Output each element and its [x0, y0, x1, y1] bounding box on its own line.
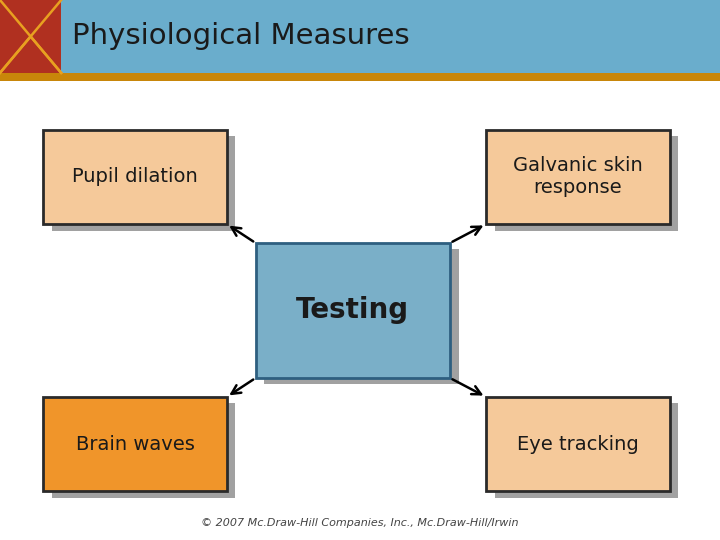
Bar [43, 397, 227, 491]
Bar [0, 73, 720, 81]
Bar [0, 0, 61, 73]
Bar [495, 403, 678, 498]
Bar [0, 0, 720, 73]
Bar [43, 130, 227, 224]
Bar [52, 136, 235, 231]
Text: Galvanic skin
response: Galvanic skin response [513, 157, 643, 197]
Text: Physiological Measures: Physiological Measures [72, 23, 410, 50]
Text: Testing: Testing [296, 296, 410, 325]
Bar [495, 136, 678, 231]
Bar [486, 130, 670, 224]
Text: Eye tracking: Eye tracking [517, 435, 639, 454]
Text: Pupil dilation: Pupil dilation [72, 167, 198, 186]
Text: Brain waves: Brain waves [76, 435, 194, 454]
Bar [264, 249, 459, 384]
Bar [486, 397, 670, 491]
Bar [52, 403, 235, 498]
Bar [256, 243, 450, 378]
Text: © 2007 Mc.Draw-Hill Companies, Inc., Mc.Draw-Hill/Irwin: © 2007 Mc.Draw-Hill Companies, Inc., Mc.… [202, 518, 518, 528]
